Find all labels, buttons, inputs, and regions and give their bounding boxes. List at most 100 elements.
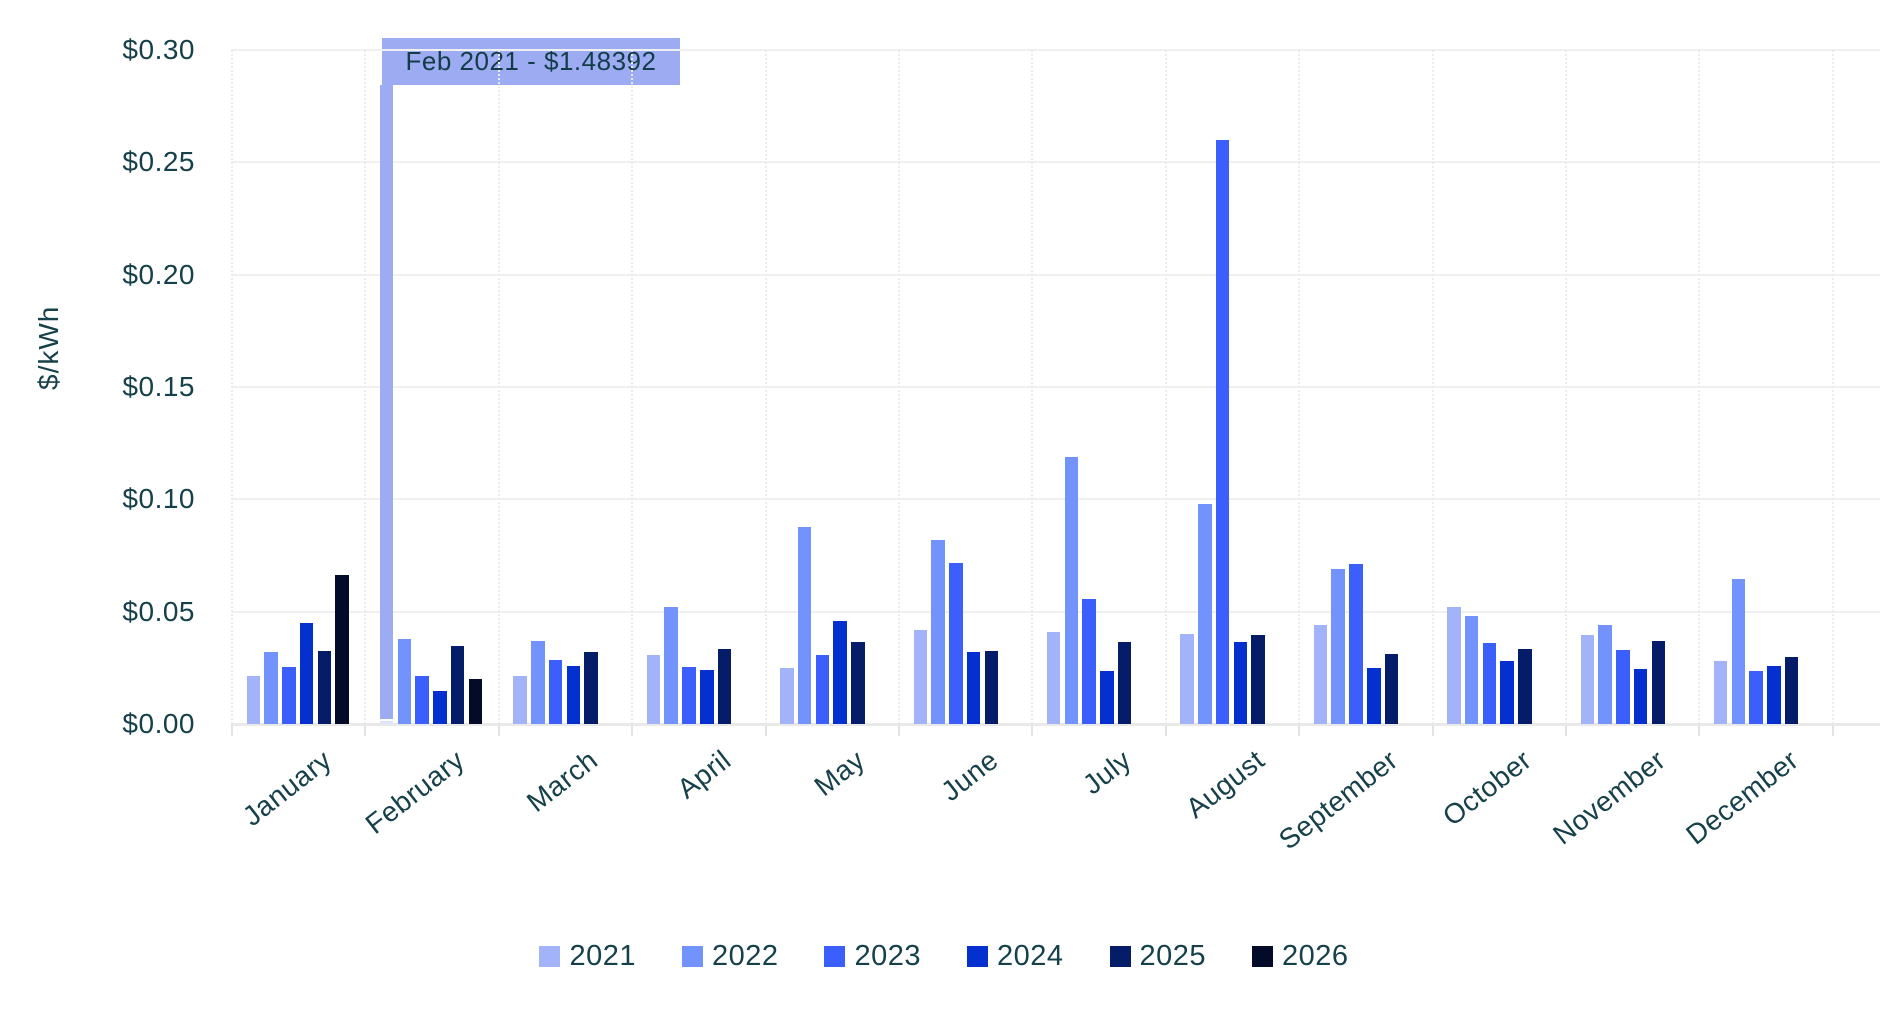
bar-march-2021[interactable] bbox=[513, 675, 527, 724]
bar-february-2024[interactable] bbox=[433, 691, 447, 724]
bar-july-2021[interactable] bbox=[1046, 631, 1061, 724]
bar-may-2024[interactable] bbox=[833, 620, 847, 724]
legend-item-2026[interactable]: 2026 bbox=[1252, 940, 1349, 973]
bar-april-2022[interactable] bbox=[664, 607, 679, 724]
bar-november-2025[interactable] bbox=[1651, 640, 1666, 724]
legend-item-2022[interactable]: 2022 bbox=[681, 940, 779, 973]
bar-february-2023[interactable] bbox=[415, 675, 429, 724]
bar-august-2021[interactable] bbox=[1180, 634, 1194, 724]
bar-june-2025[interactable] bbox=[984, 650, 999, 724]
bar-september-2022[interactable] bbox=[1331, 568, 1346, 724]
bar-february-2025[interactable] bbox=[450, 646, 465, 724]
bar-december-2021[interactable] bbox=[1713, 661, 1728, 724]
bar-march-2024[interactable] bbox=[566, 665, 581, 724]
legend-item-2023[interactable]: 2023 bbox=[824, 940, 921, 973]
legend-item-2021[interactable]: 2021 bbox=[539, 940, 636, 973]
bar-september-2025[interactable] bbox=[1384, 654, 1399, 724]
bar-february-2021[interactable] bbox=[379, 85, 394, 719]
x-tick-mark bbox=[364, 725, 367, 736]
x-axis-label-august: August bbox=[1180, 744, 1271, 824]
y-tick-label: $0.30 bbox=[122, 33, 195, 65]
x-axis-line bbox=[231, 723, 1880, 726]
bar-july-2022[interactable] bbox=[1064, 456, 1079, 724]
bar-may-2022[interactable] bbox=[797, 527, 812, 724]
bar-may-2025[interactable] bbox=[851, 641, 865, 724]
y-tick-label: $0.00 bbox=[122, 708, 195, 739]
bar-december-2024[interactable] bbox=[1767, 665, 1781, 724]
bar-january-2021[interactable] bbox=[246, 675, 261, 724]
legend-item-2025[interactable]: 2025 bbox=[1109, 940, 1207, 973]
gridline-vertical bbox=[764, 49, 767, 724]
bar-july-2023[interactable] bbox=[1082, 599, 1096, 724]
bar-september-2024[interactable] bbox=[1366, 667, 1381, 724]
bar-august-2024[interactable] bbox=[1233, 641, 1248, 724]
x-tick-mark bbox=[1298, 725, 1301, 736]
bar-august-2022[interactable] bbox=[1198, 503, 1212, 724]
bar-august-2023[interactable] bbox=[1215, 139, 1230, 724]
bar-august-2025[interactable] bbox=[1251, 635, 1265, 724]
bar-december-2025[interactable] bbox=[1784, 656, 1799, 724]
legend-item-2024[interactable]: 2024 bbox=[967, 940, 1064, 973]
legend-swatch-2026 bbox=[1252, 946, 1274, 967]
y-tick-label: $0.15 bbox=[122, 370, 195, 402]
bar-october-2021[interactable] bbox=[1447, 607, 1461, 724]
bar-april-2021[interactable] bbox=[646, 655, 661, 724]
bar-november-2023[interactable] bbox=[1616, 649, 1630, 724]
gridline-horizontal bbox=[231, 385, 1880, 388]
bar-april-2023[interactable] bbox=[682, 666, 696, 724]
bar-november-2021[interactable] bbox=[1580, 635, 1595, 724]
bar-december-2023[interactable] bbox=[1749, 671, 1763, 724]
x-tick-mark bbox=[1831, 725, 1834, 736]
x-axis-label-december: December bbox=[1680, 744, 1805, 851]
bar-april-2025[interactable] bbox=[717, 648, 732, 724]
bar-october-2023[interactable] bbox=[1482, 643, 1497, 724]
gridline-vertical bbox=[1565, 49, 1567, 724]
bar-september-2021[interactable] bbox=[1313, 625, 1328, 724]
bar-january-2024[interactable] bbox=[299, 622, 314, 724]
bar-june-2021[interactable] bbox=[913, 629, 928, 724]
legend-label-2026: 2026 bbox=[1282, 940, 1349, 972]
bar-april-2024[interactable] bbox=[699, 670, 714, 724]
gridline-horizontal bbox=[231, 498, 1880, 501]
bar-june-2024[interactable] bbox=[966, 652, 981, 724]
gridline-vertical bbox=[631, 49, 634, 724]
bar-january-2023[interactable] bbox=[282, 666, 296, 724]
x-axis-label-june: June bbox=[935, 744, 1004, 808]
bar-november-2022[interactable] bbox=[1598, 625, 1612, 724]
x-axis-label-february: February bbox=[359, 744, 471, 840]
y-tick-label: $0.05 bbox=[122, 595, 195, 627]
bar-january-2025[interactable] bbox=[317, 650, 332, 724]
bar-february-2026[interactable] bbox=[468, 679, 483, 724]
bar-october-2024[interactable] bbox=[1500, 661, 1514, 724]
bar-march-2022[interactable] bbox=[531, 640, 545, 724]
bar-may-2023[interactable] bbox=[815, 655, 830, 724]
x-axis-label-may: May bbox=[808, 744, 871, 802]
bar-march-2025[interactable] bbox=[584, 652, 598, 724]
x-axis-label-november: November bbox=[1546, 744, 1671, 851]
bar-june-2023[interactable] bbox=[949, 563, 963, 724]
x-axis-label-july: July bbox=[1077, 744, 1138, 801]
bar-july-2025[interactable] bbox=[1117, 641, 1132, 724]
x-axis-label-september: September bbox=[1273, 744, 1405, 856]
bar-july-2024[interactable] bbox=[1100, 671, 1114, 724]
bar-october-2022[interactable] bbox=[1464, 616, 1479, 724]
bar-june-2022[interactable] bbox=[931, 539, 945, 724]
x-tick-mark bbox=[898, 725, 900, 736]
bar-february-2022[interactable] bbox=[397, 638, 412, 724]
legend-swatch-2021 bbox=[539, 946, 561, 967]
bar-may-2021[interactable] bbox=[780, 667, 794, 724]
gridline-vertical bbox=[1031, 49, 1034, 724]
bar-march-2023[interactable] bbox=[548, 659, 563, 724]
bar-january-2022[interactable] bbox=[264, 652, 278, 724]
gridline-vertical bbox=[898, 49, 900, 724]
x-tick-mark bbox=[1164, 725, 1167, 736]
bar-october-2025[interactable] bbox=[1518, 648, 1532, 724]
bar-november-2024[interactable] bbox=[1633, 668, 1648, 724]
bar-december-2022[interactable] bbox=[1731, 579, 1746, 724]
legend-swatch-2024 bbox=[967, 946, 988, 967]
gridline-vertical bbox=[1431, 49, 1434, 724]
bar-january-2026[interactable] bbox=[335, 574, 349, 724]
legend-label-2024: 2024 bbox=[997, 940, 1064, 972]
bar-september-2023[interactable] bbox=[1349, 564, 1363, 724]
